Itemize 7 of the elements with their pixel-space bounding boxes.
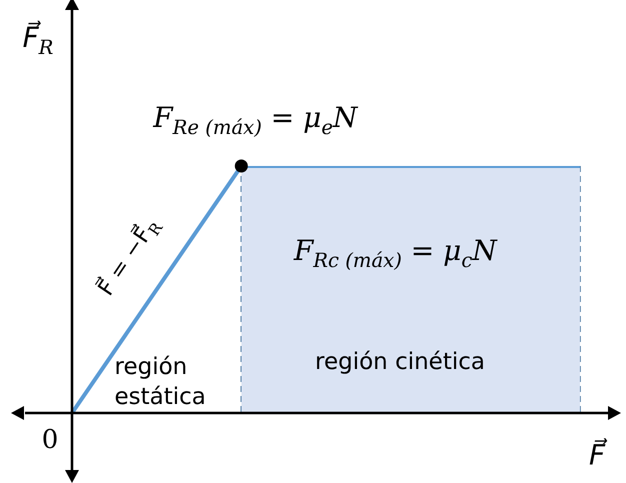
annotation: región estática [114, 353, 207, 412]
annotation: F$_{Re (máx)}$ = μ$_{e}$N [153, 101, 358, 139]
y-axis-title: F⃗$_{R}$ [22, 21, 54, 59]
x-axis-title: F⃗ [588, 438, 606, 472]
annotation: región cinética [315, 349, 485, 375]
annotation: F$_{Rc (máx)}$ = μ$_{c}$N [294, 234, 497, 272]
text: 0 [42, 425, 58, 455]
